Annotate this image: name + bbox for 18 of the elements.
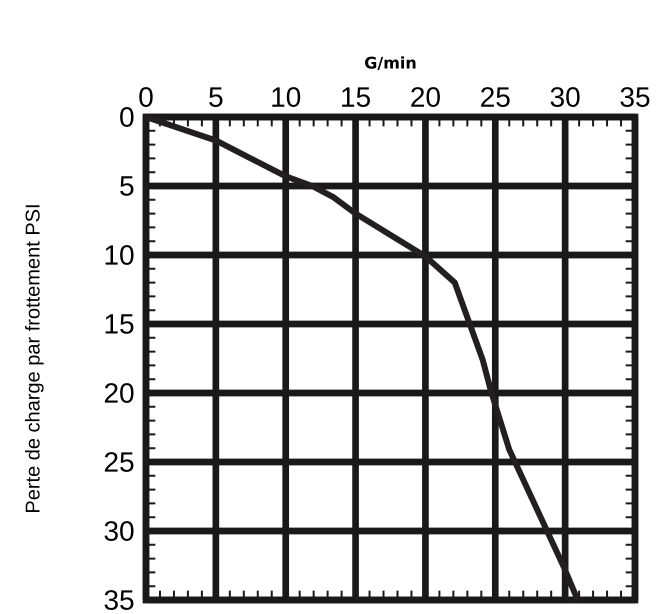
y-tick-label: 30 bbox=[104, 520, 134, 541]
x-tick-label: 35 bbox=[620, 86, 650, 107]
x-tick-label: 5 bbox=[209, 87, 222, 107]
y-tick-label: 10 bbox=[106, 244, 134, 265]
x-tick-label: 0 bbox=[139, 86, 153, 107]
y-tick-label: 35 bbox=[104, 590, 134, 610]
x-tick-label: 20 bbox=[411, 86, 440, 107]
x-tick-label: 25 bbox=[481, 86, 510, 107]
x-axis-title: G/min bbox=[365, 56, 416, 70]
y-axis-title: Perte de charge par frottement PSI bbox=[25, 205, 44, 512]
y-tick-label: 20 bbox=[104, 382, 134, 403]
y-tick-label: 25 bbox=[104, 452, 134, 472]
x-tick-label: 30 bbox=[550, 86, 580, 107]
y-tick-label: 5 bbox=[120, 176, 134, 196]
y-tick-label: 0 bbox=[120, 106, 134, 127]
x-tick-label: 15 bbox=[342, 87, 370, 107]
y-tick-label: 15 bbox=[106, 314, 134, 334]
x-tick-label: 10 bbox=[272, 86, 300, 107]
